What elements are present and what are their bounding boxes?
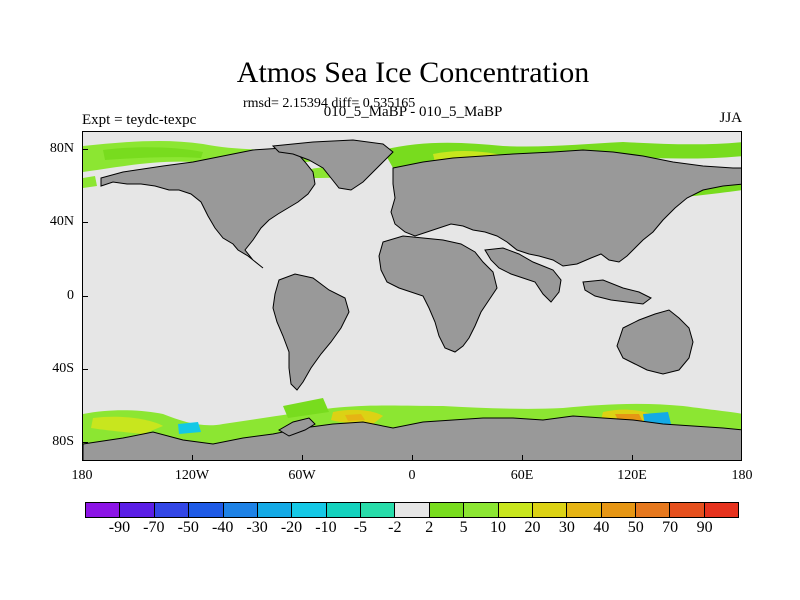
plot-subtitle: 010_5_MaBP - 010_5_MaBP (323, 104, 503, 120)
lon-label-120w: 120W (174, 468, 210, 483)
colorbar-box (292, 503, 327, 517)
lat-tick (82, 442, 88, 443)
colorbar-box (464, 503, 499, 517)
experiment-label: Expt = teydc-texpc (82, 112, 197, 128)
colorbar-level-label: 10 (490, 519, 507, 536)
rmsd-diff-text: rmsd= 2.15394 diff= 0.535165 (243, 96, 416, 111)
colorbar-level-label: 40 (593, 519, 610, 536)
lon-tick (412, 455, 413, 461)
lat-label-80n: 80N (49, 141, 74, 156)
colorbar-box (223, 503, 258, 517)
lon-tick (192, 455, 193, 461)
colorbar-box (532, 503, 568, 517)
lon-label-180w: 180 (71, 468, 93, 483)
eurasia (390, 149, 741, 267)
lat-label-80s: 80S (52, 434, 74, 449)
colorbar-box (704, 503, 739, 517)
colorbar-box (498, 503, 533, 517)
lon-label-0: 0 (408, 468, 416, 483)
lat-tick (82, 296, 88, 297)
colorbar-level-label: 30 (558, 519, 575, 536)
australia (616, 309, 694, 375)
lat-tick (82, 222, 88, 223)
colorbar-level-label: -20 (280, 519, 303, 536)
lon-tick (522, 455, 523, 461)
lat-tick (82, 149, 88, 150)
colorbar-box (189, 503, 224, 517)
southeast-asia (582, 279, 652, 305)
lat-label-40n: 40N (49, 214, 74, 229)
lon-tick (302, 455, 303, 461)
lat-label-0: 0 (67, 288, 74, 303)
lon-tick (632, 455, 633, 461)
colorbar-level-label: 50 (627, 519, 644, 536)
map-panel (82, 131, 742, 461)
colorbar-box (567, 503, 602, 517)
colorbar-level-label: -5 (353, 519, 368, 536)
colorbar-level-label: -90 (108, 519, 131, 536)
plot-title: Atmos Sea Ice Concentration (236, 56, 590, 89)
lon-label-120e: 120E (617, 468, 647, 483)
lon-label-180e: 180 (731, 468, 753, 483)
north-america (100, 147, 316, 269)
colorbar-level-label: 90 (696, 519, 713, 536)
antarctic-peninsula (278, 417, 316, 437)
colorbar-level-label: 2 (425, 519, 434, 536)
antarctica (83, 415, 741, 460)
season-label: JJA (719, 110, 742, 126)
lat-label-40s: 40S (52, 361, 74, 376)
south-america (272, 273, 350, 391)
greenland (271, 139, 394, 191)
colorbar-box (257, 503, 293, 517)
world-map (83, 139, 741, 460)
colorbar-level-label: -70 (143, 519, 165, 536)
colorbar-box (120, 503, 155, 517)
colorbar-box (154, 503, 190, 517)
lon-label-60w: 60W (288, 468, 316, 483)
colorbar-box (326, 503, 361, 517)
colorbar-box (86, 503, 121, 517)
colorbar-box (395, 503, 430, 517)
colorbar-level-label: -30 (246, 519, 268, 536)
colorbar-level-label: -2 (388, 519, 402, 536)
colorbar-box (636, 503, 671, 517)
africa (378, 235, 498, 353)
colorbar-level-label: 20 (524, 519, 541, 536)
south-asia (484, 247, 562, 303)
lat-tick (82, 369, 88, 370)
colorbar-level-label: 70 (662, 519, 679, 536)
colorbar-box (670, 503, 705, 517)
colorbar-level-label: -40 (212, 519, 234, 536)
lon-label-60e: 60E (510, 468, 534, 483)
land-masses (83, 139, 741, 460)
colorbar (85, 502, 739, 518)
colorbar-level-label: 5 (459, 519, 468, 536)
colorbar-level-label: -50 (177, 519, 199, 536)
colorbar-level-label: -10 (315, 519, 337, 536)
colorbar-box (601, 503, 636, 517)
colorbar-box (361, 503, 396, 517)
colorbar-box (429, 503, 465, 517)
